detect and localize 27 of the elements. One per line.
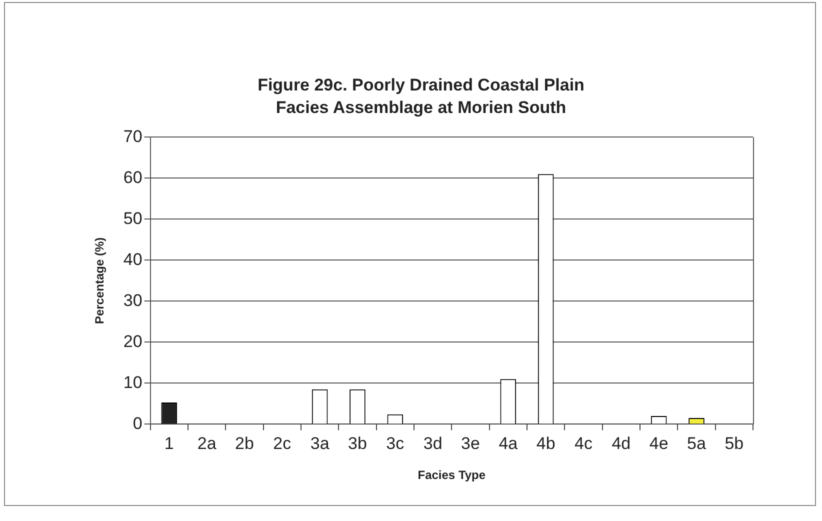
- x-tick-label: 2c: [273, 434, 292, 454]
- y-tick-label: 20: [123, 332, 142, 351]
- x-tick-label: 2a: [197, 434, 217, 454]
- x-tick-label: 5a: [687, 434, 706, 454]
- x-tick-label: 5b: [724, 434, 744, 454]
- x-tick-label: 3c: [386, 434, 405, 454]
- y-tick-label: 50: [123, 208, 142, 228]
- x-tick-label: 4e: [649, 434, 668, 454]
- x-tick-label: 4c: [574, 434, 593, 454]
- y-tick-label: 30: [123, 290, 142, 310]
- x-tick-label: 4b: [536, 434, 556, 454]
- x-tick-label: 2b: [235, 434, 254, 454]
- y-tick-label: 40: [123, 250, 142, 269]
- y-tick-label: 70: [123, 126, 142, 146]
- y-axis-title: Percentage (%): [92, 237, 107, 324]
- x-tick-label: 4d: [612, 434, 631, 454]
- x-tick-label: 1: [164, 434, 174, 454]
- y-tick-label: 60: [123, 168, 142, 187]
- y-tick-label: 10: [123, 372, 142, 392]
- x-tick-label: 3b: [348, 434, 367, 454]
- x-axis-title: Facies Type: [418, 468, 486, 482]
- x-tick-label: 3e: [461, 434, 480, 454]
- chart-title: Figure 29c. Poorly Drained Coastal Plain Facies Assemblage at Morien South: [258, 76, 584, 117]
- x-tick-label: 4a: [498, 434, 518, 454]
- x-tick-label: 3a: [310, 434, 330, 454]
- y-tick-label: 0: [132, 414, 142, 433]
- x-tick-label: 3d: [423, 434, 442, 454]
